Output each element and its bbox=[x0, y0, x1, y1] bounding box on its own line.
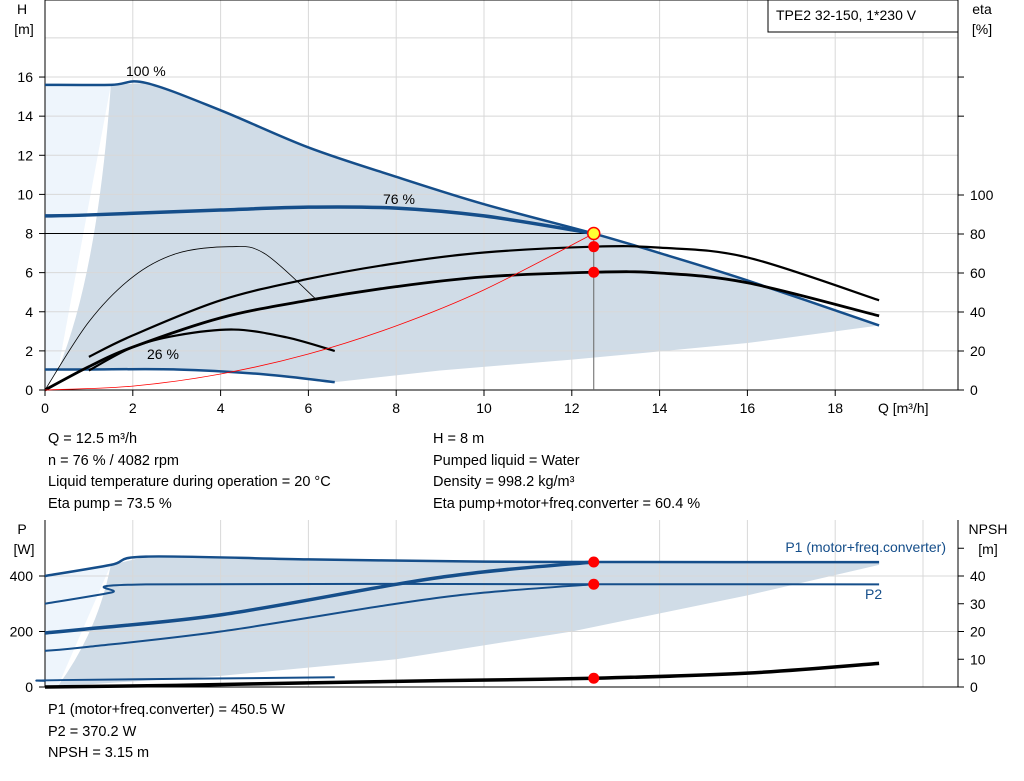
x-tick-label: 14 bbox=[652, 400, 668, 416]
duty-marker-eta-pump bbox=[588, 241, 600, 253]
curve-p2 bbox=[44, 582, 880, 605]
x-tick-label: 12 bbox=[564, 400, 580, 416]
info-speed: n = 76 % / 4082 rpm bbox=[48, 452, 179, 469]
npsh-tick-label: 40 bbox=[970, 568, 986, 584]
title-box bbox=[767, 0, 959, 33]
curve-h26 bbox=[45, 367, 335, 384]
y2-tick-label: 0 bbox=[970, 382, 978, 398]
info-bottom: P1 (motor+freq.converter) = 450.5 W P2 =… bbox=[48, 700, 285, 765]
y-axis-unit: [m] bbox=[14, 21, 33, 37]
label-p2: P2 bbox=[865, 586, 882, 602]
label-100-percent: 100 % bbox=[126, 63, 166, 79]
npsh-tick-label: 0 bbox=[970, 679, 978, 695]
y-tick-label: 0 bbox=[25, 382, 33, 398]
label-76-percent: 76 % bbox=[383, 191, 415, 207]
info-density: Density = 998.2 kg/m³ bbox=[433, 474, 575, 490]
y2-axis-unit: [%] bbox=[972, 21, 992, 37]
info-h: H = 8 m bbox=[433, 431, 485, 447]
duty-marker-npsh bbox=[588, 672, 600, 684]
npsh-tick-label: 30 bbox=[970, 596, 986, 612]
npsh-axis-unit: [m] bbox=[978, 541, 997, 557]
info-p2: P2 = 370.2 W bbox=[48, 723, 137, 740]
duty-marker-p2 bbox=[588, 578, 600, 590]
npsh-tick-label: 10 bbox=[970, 651, 986, 667]
y2-tick-label: 60 bbox=[970, 265, 986, 281]
label-26-percent: 26 % bbox=[147, 346, 179, 362]
info-liquid: Pumped liquid = Water bbox=[433, 452, 580, 469]
x-tick-label: 8 bbox=[392, 400, 400, 416]
curve-p1 bbox=[44, 555, 880, 578]
info-npsh: NPSH = 3.15 m bbox=[48, 745, 150, 761]
curve-h76 bbox=[44, 205, 595, 236]
info-q: Q = 12.5 m³/h bbox=[48, 431, 138, 447]
y-tick-label: 8 bbox=[25, 226, 33, 242]
y-tick-label: 2 bbox=[25, 343, 33, 359]
info-temp: Liquid temperature during operation = 20… bbox=[48, 474, 331, 490]
y2-tick-label: 20 bbox=[970, 343, 986, 359]
y-tick-label: 6 bbox=[25, 265, 33, 281]
p-axis-label: P bbox=[17, 521, 26, 537]
operating-area bbox=[58, 82, 880, 383]
p-tick-label: 400 bbox=[10, 568, 34, 584]
label-p1: P1 (motor+freq.converter) bbox=[785, 539, 946, 555]
y2-axis-label: eta bbox=[972, 1, 992, 17]
curve-p-26 bbox=[35, 676, 335, 682]
npsh-axis-label: NPSH bbox=[969, 521, 1008, 537]
npsh-tick-label: 20 bbox=[970, 624, 986, 640]
x-tick-label: 0 bbox=[41, 400, 49, 416]
y2-tick-label: 100 bbox=[970, 187, 994, 203]
info-eta-total: Eta pump+motor+freq.converter = 60.4 % bbox=[433, 495, 701, 512]
info-top-right: H = 8 m Pumped liquid = Water Density = … bbox=[433, 429, 700, 515]
curve-h100 bbox=[44, 80, 880, 327]
curve-p2-76 bbox=[44, 583, 594, 652]
y-tick-label: 12 bbox=[17, 147, 33, 163]
curve-system bbox=[44, 233, 594, 391]
x-tick-label: 10 bbox=[476, 400, 492, 416]
x-tick-label: 6 bbox=[305, 400, 313, 416]
y-tick-label: 10 bbox=[17, 186, 33, 202]
y2-tick-label: 80 bbox=[970, 226, 986, 242]
x-axis-label: Q [m³/h] bbox=[878, 400, 929, 416]
info-top-left: Q = 12.5 m³/h n = 76 % / 4082 rpm Liquid… bbox=[48, 429, 331, 515]
info-eta-pump: Eta pump = 73.5 % bbox=[48, 495, 172, 512]
duty-marker-eta-total bbox=[588, 266, 600, 278]
p-tick-label: 200 bbox=[10, 624, 34, 640]
curve-npsh bbox=[44, 661, 880, 689]
curve-p1-76 bbox=[44, 560, 594, 635]
y2-tick-label: 40 bbox=[970, 304, 986, 320]
info-p1: P1 (motor+freq.converter) = 450.5 W bbox=[48, 702, 285, 718]
x-tick-label: 16 bbox=[740, 400, 756, 416]
operating-area-power bbox=[58, 556, 880, 686]
p-tick-label: 0 bbox=[25, 679, 33, 695]
min-speed-region bbox=[45, 84, 111, 390]
curve-eta-total-26 bbox=[88, 328, 336, 372]
x-tick-label: 2 bbox=[129, 400, 137, 416]
p-axis-unit: [W] bbox=[14, 541, 35, 557]
curve-eta-pump-26 bbox=[44, 246, 318, 391]
duty-marker-p1 bbox=[588, 556, 600, 568]
chart-title: TPE2 32-150, 1*230 V bbox=[776, 7, 917, 23]
y-tick-label: 16 bbox=[17, 69, 33, 85]
x-tick-label: 18 bbox=[827, 400, 843, 416]
y-axis-label: H bbox=[17, 1, 27, 17]
duty-point-marker bbox=[587, 226, 601, 241]
curve-eta-pump bbox=[88, 245, 880, 358]
x-tick-label: 4 bbox=[217, 400, 225, 416]
y-tick-label: 4 bbox=[25, 304, 33, 320]
y-tick-label: 14 bbox=[17, 108, 33, 124]
